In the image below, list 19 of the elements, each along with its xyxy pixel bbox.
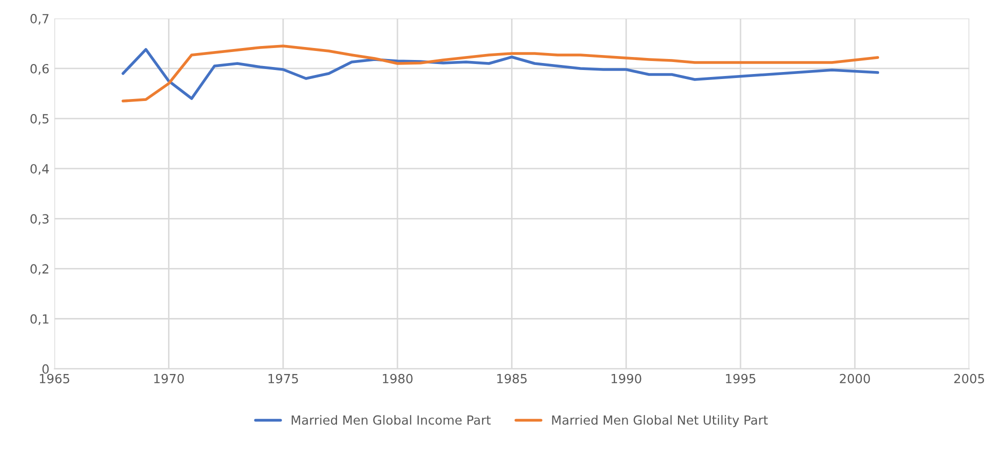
y-tick-label: 0,7	[30, 14, 48, 25]
x-tick-label: 1970	[154, 374, 184, 384]
y-tick-label: 0,4	[30, 164, 49, 175]
x-tick-label: 1995	[726, 374, 756, 384]
y-tick-label: 0,2	[30, 264, 48, 275]
y-tick-label: 0	[42, 364, 49, 374]
x-tick-label: 1990	[612, 374, 642, 384]
y-tick-label: 0,1	[30, 314, 48, 325]
legend-label: Married Men Global Net Utility Part	[552, 415, 768, 428]
x-tick-label: 1975	[268, 374, 298, 384]
legend-label: Married Men Global Income Part	[292, 415, 491, 425]
x-tick-label: 1985	[497, 374, 527, 384]
x-tick-label: 2000	[840, 374, 870, 384]
y-tick-label: 0,6	[30, 64, 49, 75]
x-tick-label: 1965	[40, 374, 70, 384]
x-tick-label: 2005	[954, 374, 984, 384]
x-tick-label: 1980	[382, 374, 413, 384]
y-tick-label: 0,5	[30, 114, 48, 125]
y-tick-label: 0,3	[30, 214, 49, 225]
